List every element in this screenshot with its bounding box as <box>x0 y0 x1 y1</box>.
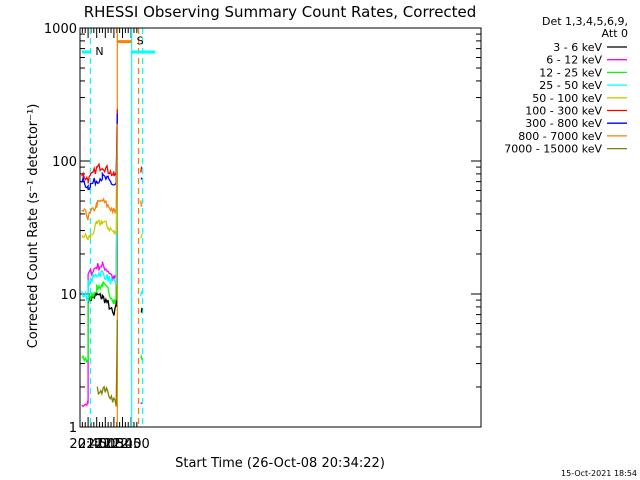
flag-label: N <box>95 45 103 58</box>
series-100-300-kev <box>81 109 143 184</box>
series-trace <box>81 128 118 302</box>
y-tick-label: 100 <box>52 155 77 170</box>
legend-label: 3 - 6 keV <box>553 41 602 54</box>
chart-title: RHESSI Observing Summary Count Rates, Co… <box>84 3 477 21</box>
series-25-50-kev <box>81 128 143 302</box>
x-axis-label: Start Time (26-Oct-08 20:34:22) <box>175 456 385 471</box>
series-trace <box>140 177 143 180</box>
series-3-6-kev <box>87 133 143 316</box>
plot-area: NS <box>81 28 156 427</box>
series-trace <box>140 402 142 405</box>
series-7000-15000-kev <box>96 319 118 407</box>
x-tick-label: 20:45 <box>69 437 106 452</box>
x-tick-label: 21:15 <box>87 437 124 452</box>
y-tick-label: 1000 <box>44 22 77 37</box>
legend-label: 100 - 300 keV <box>525 105 602 118</box>
x-tick-label: 21:00 <box>78 437 115 452</box>
legend-label: 50 - 100 keV <box>532 92 602 105</box>
series-trace <box>81 109 118 184</box>
plot-layer: NS <box>81 28 156 427</box>
series-trace <box>96 319 118 407</box>
series-trace <box>81 113 118 191</box>
legend-header: Att 0 <box>602 27 628 40</box>
series-trace <box>140 354 143 361</box>
x-tick-label: 21:45 <box>104 437 141 452</box>
plot-frame <box>79 27 482 428</box>
y-tick-label: 1 <box>69 421 77 436</box>
series-trace <box>140 290 143 297</box>
series-300-800-kev <box>81 113 143 191</box>
flag-label: S <box>137 35 144 48</box>
series-trace <box>140 307 143 313</box>
series-trace <box>81 132 118 408</box>
legend-header: Det 1,3,4,5,6,9, <box>542 15 628 28</box>
legend-label: 6 - 12 keV <box>546 54 602 67</box>
series-trace <box>140 166 143 173</box>
series-trace <box>140 200 143 207</box>
series-50-100-kev <box>81 126 143 241</box>
y-axis-label: Corrected Count Rate (s⁻¹ detector⁻¹) <box>26 104 41 349</box>
series-12-25-kev <box>81 130 143 364</box>
legend-label: 12 - 25 keV <box>539 66 602 79</box>
series-trace <box>81 123 118 221</box>
series-trace <box>81 126 118 241</box>
legend-label: 300 - 800 keV <box>525 117 602 130</box>
y-axis-ticks: 1 10 100 1000 <box>44 22 481 436</box>
series-trace <box>140 234 143 239</box>
y-tick-label: 10 <box>60 288 77 303</box>
series-trace <box>81 130 118 364</box>
series-800-7000-kev <box>81 123 143 221</box>
x-tick-label: 22:00 <box>112 437 149 452</box>
legend-label: 800 - 7000 keV <box>518 130 602 143</box>
x-tick-label: 21:30 <box>95 437 132 452</box>
timestamp: 15-Oct-2021 18:54 <box>561 469 637 478</box>
series-trace <box>87 133 118 316</box>
legend-label: 7000 - 15000 keV <box>504 143 602 156</box>
legend-label: 25 - 50 keV <box>539 79 602 92</box>
